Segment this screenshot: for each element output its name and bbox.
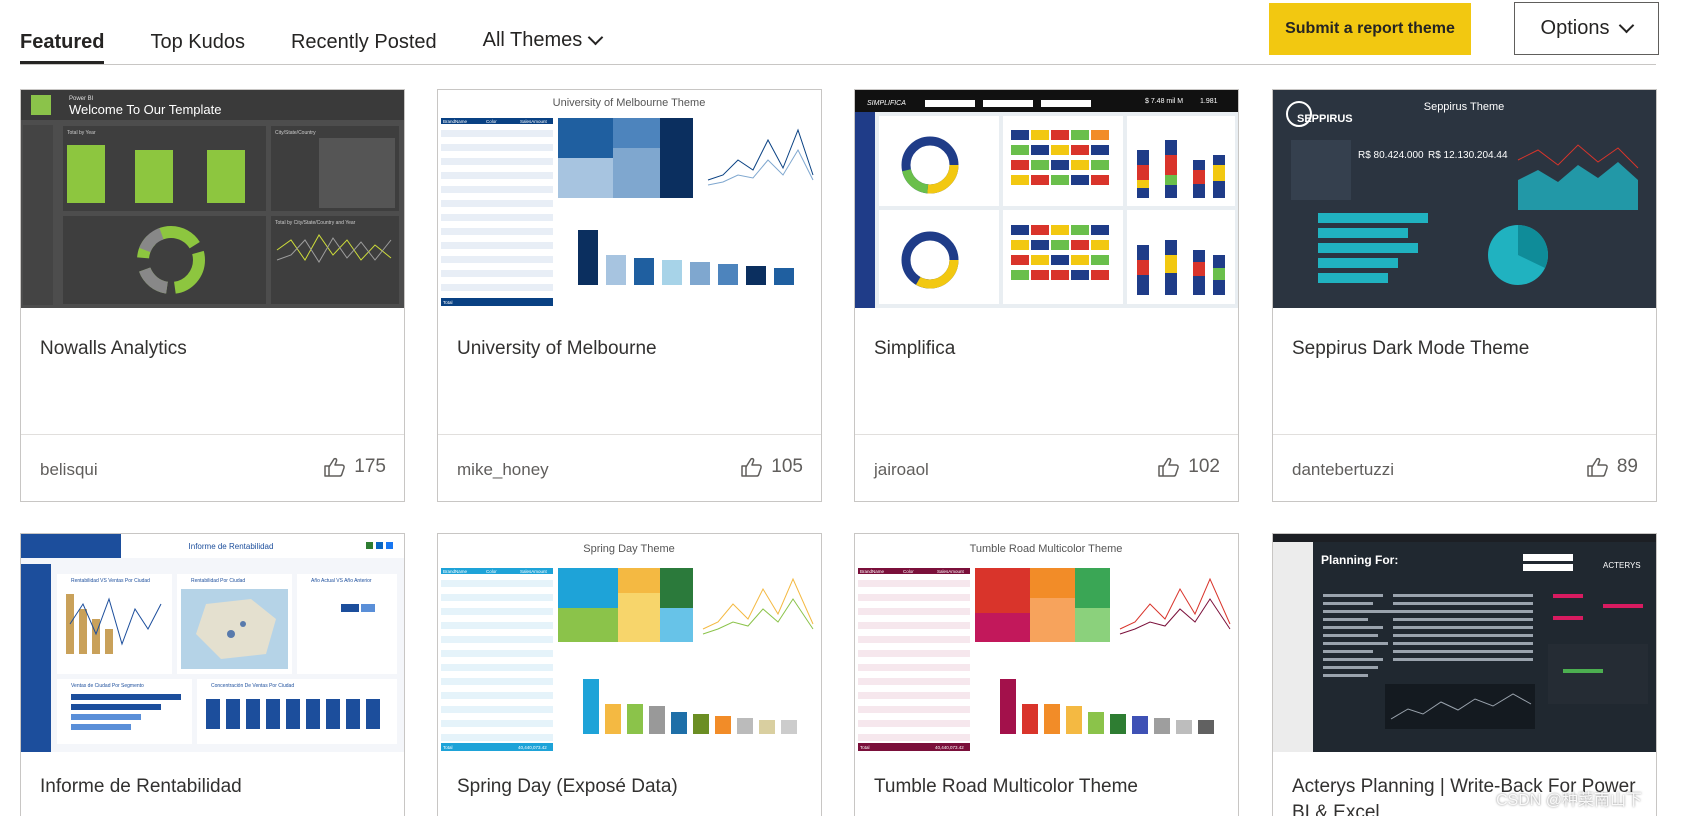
thumbnail-acterys-planning[interactable]: Planning For: ACTERYS (1273, 534, 1656, 752)
thumbs-up-icon (1587, 457, 1608, 477)
theme-card[interactable]: Spring Day Theme BrandName Color SalesAm… (437, 533, 822, 816)
svg-text:Spring Day Theme: Spring Day Theme (583, 543, 675, 555)
options-dropdown-button[interactable]: Options (1514, 2, 1659, 55)
thumbnail-informe-de-rentabilidad[interactable]: Informe de Rentabilidad Rentabilidad VS … (21, 534, 404, 752)
thumbnail-nowalls[interactable]: Power BI Welcome To Our Template Total b… (21, 90, 404, 308)
card-divider (21, 434, 404, 435)
svg-text:Color: Color (486, 569, 497, 574)
kudos-count: 175 (354, 456, 386, 477)
thumbs-up-icon (1158, 457, 1180, 477)
svg-text:Total: Total (443, 300, 453, 305)
card-title[interactable]: Spring Day (Exposé Data) (457, 776, 678, 797)
svg-text:Tumble Road Multicolor Theme: Tumble Road Multicolor Theme (970, 543, 1123, 555)
thumbnail-spring-day[interactable]: Spring Day Theme BrandName Color SalesAm… (438, 534, 821, 752)
thumbs-up-icon (324, 457, 346, 477)
tab-top-kudos[interactable]: Top Kudos (150, 31, 245, 53)
svg-text:$ 7.48 mil M: $ 7.48 mil M (1145, 98, 1183, 105)
card-title[interactable]: Informe de Rentabilidad (40, 776, 242, 797)
svg-text:Color: Color (903, 569, 914, 574)
svg-text:Rentabilidad VS Ventas Por Ciu: Rentabilidad VS Ventas Por Ciudad (71, 578, 150, 584)
svg-text:40,440,073.42: 40,440,073.42 (518, 745, 547, 750)
card-title[interactable]: Simplifica (874, 338, 956, 359)
card-title[interactable]: Tumble Road Multicolor Theme (874, 776, 1138, 797)
svg-text:Concentración De Ventas Por Ci: Concentración De Ventas Por Ciudad (211, 683, 294, 689)
tab-all-themes-dropdown[interactable]: All Themes (482, 29, 604, 64)
theme-card[interactable]: Power BI Welcome To Our Template Total b… (20, 89, 405, 502)
svg-text:Planning For:: Planning For: (1321, 553, 1398, 567)
kudos-count: 102 (1188, 456, 1220, 477)
svg-text:BrandName: BrandName (443, 119, 468, 124)
card-title[interactable]: University of Melbourne (457, 338, 657, 359)
kudos-count: 89 (1616, 456, 1638, 477)
thumb-header-left: Power BI (69, 96, 94, 102)
svg-text:Total by City/State/Country an: Total by City/State/Country and Year (275, 220, 356, 226)
tab-all-themes-label: All Themes (482, 29, 583, 51)
card-author[interactable]: dantebertuzzi (1292, 460, 1395, 479)
svg-text:SalesAmount: SalesAmount (520, 569, 548, 574)
svg-text:SIMPLIFICA: SIMPLIFICA (867, 100, 906, 107)
card-author[interactable]: mike_honey (457, 460, 549, 479)
svg-text:BrandName: BrandName (443, 569, 468, 574)
svg-text:R$ 12.130.204.44: R$ 12.130.204.44 (1428, 150, 1508, 161)
svg-text:Informe de Rentabilidad: Informe de Rentabilidad (189, 542, 274, 551)
tab-recently-posted[interactable]: Recently Posted (290, 31, 437, 53)
svg-text:SEPPIRUS: SEPPIRUS (1297, 113, 1353, 125)
svg-text:ACTERYS: ACTERYS (1603, 561, 1641, 570)
kudos-button[interactable]: 105 (741, 456, 803, 478)
top-bar: Featured Top Kudos Recently Posted All T… (0, 0, 1683, 64)
tab-featured[interactable]: Featured (20, 31, 105, 64)
kudos-count: 105 (771, 456, 803, 477)
kudos-button[interactable]: 102 (1158, 456, 1220, 478)
svg-text:Ventas de Ciudad Por Segmento: Ventas de Ciudad Por Segmento (71, 683, 144, 689)
svg-text:University of Melbourne Theme: University of Melbourne Theme (553, 97, 706, 109)
thumb-header-title: Welcome To Our Template (69, 102, 221, 117)
kudos-button[interactable]: 89 (1587, 456, 1638, 478)
kudos-button[interactable]: 175 (324, 456, 386, 478)
theme-card[interactable]: University of Melbourne Theme BrandName … (437, 89, 822, 502)
card-title[interactable]: Nowalls Analytics (40, 338, 187, 359)
card-title[interactable]: Acterys Planning | Write-Back For Power … (1292, 776, 1636, 816)
svg-text:BrandName: BrandName (860, 569, 885, 574)
submit-report-theme-button[interactable]: Submit a report theme (1269, 3, 1471, 55)
svg-text:Total: Total (860, 745, 870, 750)
theme-card[interactable]: SIMPLIFICA $ 7.48 mil M 1.981 (854, 89, 1239, 502)
thumbnail-university-of-melbourne[interactable]: University of Melbourne Theme BrandName … (438, 90, 821, 308)
svg-text:Total: Total (443, 745, 453, 750)
svg-text:Seppirus Theme: Seppirus Theme (1424, 101, 1505, 113)
svg-text:1.981: 1.981 (1200, 98, 1218, 105)
card-divider (1273, 434, 1656, 435)
thumbs-up-icon (741, 457, 763, 477)
options-label: Options (1540, 17, 1610, 39)
card-author[interactable]: jairoaol (874, 460, 929, 479)
theme-card[interactable]: SEPPIRUS Seppirus Theme R$ 80.424.000 R$… (1272, 89, 1657, 502)
svg-text:Rentabilidad Por Ciudad: Rentabilidad Por Ciudad (191, 578, 245, 584)
theme-card[interactable]: Tumble Road Multicolor Theme BrandName C… (854, 533, 1239, 816)
card-divider (855, 434, 1238, 435)
chevron-down-icon (1619, 17, 1635, 34)
svg-text:Total by Year: Total by Year (67, 130, 96, 136)
theme-card[interactable]: Informe de Rentabilidad Rentabilidad VS … (20, 533, 405, 816)
header-divider (20, 64, 1656, 65)
svg-text:Año Actual VS Año Anterior: Año Actual VS Año Anterior (311, 578, 372, 584)
card-title[interactable]: Seppirus Dark Mode Theme (1292, 338, 1530, 359)
svg-text:City/State/Country: City/State/Country (275, 130, 316, 136)
thumbnail-seppirus[interactable]: SEPPIRUS Seppirus Theme R$ 80.424.000 R$… (1273, 90, 1656, 308)
thumbnail-simplifica[interactable]: SIMPLIFICA $ 7.48 mil M 1.981 (855, 90, 1238, 308)
svg-text:Color: Color (486, 119, 497, 124)
svg-text:SalesAmount: SalesAmount (520, 119, 548, 124)
chevron-down-icon (588, 29, 604, 46)
svg-text:R$ 80.424.000: R$ 80.424.000 (1358, 150, 1424, 161)
svg-text:40,440,073.42: 40,440,073.42 (935, 745, 964, 750)
tab-bar: Featured Top Kudos Recently Posted All T… (20, 0, 647, 64)
thumbnail-tumble-road[interactable]: Tumble Road Multicolor Theme BrandName C… (855, 534, 1238, 752)
watermark: CSDN @种菜南山下 (1496, 792, 1643, 809)
card-author[interactable]: belisqui (40, 460, 98, 479)
svg-text:SalesAmount: SalesAmount (937, 569, 965, 574)
card-divider (438, 434, 821, 435)
theme-card[interactable]: Planning For: ACTERYS Acterys Planning |… (1272, 533, 1657, 816)
